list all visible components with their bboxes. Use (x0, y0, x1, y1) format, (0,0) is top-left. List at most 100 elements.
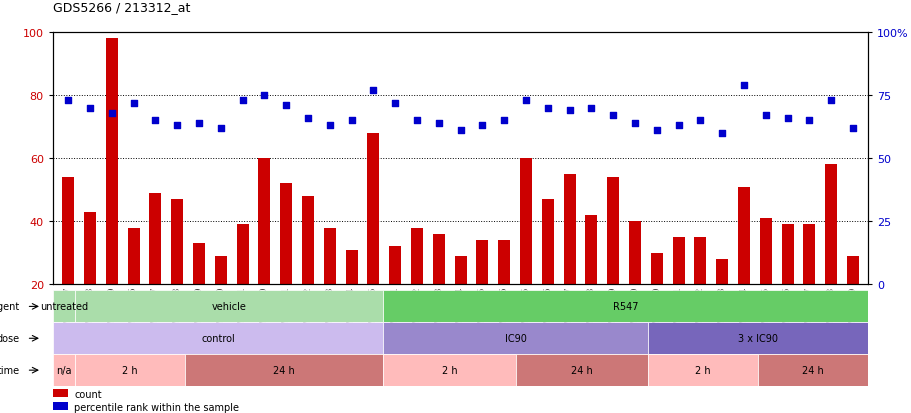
Point (169, 123, 184, 129)
Bar (671, 237, 684, 285)
Bar (53, 291, 75, 323)
Text: untreated: untreated (40, 301, 87, 312)
Bar (519, 159, 531, 285)
Point (844, 125, 859, 132)
Point (627, 120, 641, 127)
Bar (128, 228, 139, 285)
Bar (383, 323, 647, 354)
Bar (236, 225, 249, 285)
Bar (323, 228, 335, 285)
Bar (846, 256, 858, 285)
Point (780, 115, 794, 122)
Point (692, 118, 707, 124)
Point (365, 88, 380, 94)
Text: IC90: IC90 (504, 333, 526, 344)
Bar (803, 225, 814, 285)
Text: 2 h: 2 h (694, 365, 710, 375)
Bar (647, 323, 867, 354)
Bar (650, 253, 662, 285)
Bar (629, 222, 640, 285)
Point (235, 97, 250, 104)
Bar (214, 256, 227, 285)
Point (191, 120, 206, 127)
Point (257, 93, 271, 99)
Point (453, 128, 467, 135)
Bar (607, 178, 619, 285)
Bar (383, 354, 515, 386)
Point (83, 105, 97, 112)
Point (670, 123, 685, 129)
Text: 24 h: 24 h (570, 365, 592, 375)
Bar (824, 165, 836, 285)
Point (562, 108, 577, 114)
Point (431, 120, 445, 127)
Point (213, 125, 228, 132)
Text: vehicle: vehicle (211, 301, 246, 312)
Point (148, 118, 162, 124)
Point (475, 123, 489, 129)
Text: time: time (0, 365, 19, 375)
Text: percentile rank within the sample: percentile rank within the sample (74, 401, 239, 411)
Bar (149, 193, 161, 285)
Point (736, 83, 751, 89)
Bar (302, 197, 313, 285)
Bar (737, 187, 749, 285)
Point (126, 100, 140, 107)
Text: 2 h: 2 h (441, 365, 456, 375)
Bar (84, 212, 96, 285)
Bar (53, 389, 67, 397)
Text: 3 x IC90: 3 x IC90 (737, 333, 777, 344)
Bar (454, 256, 466, 285)
Point (605, 113, 619, 119)
Bar (53, 354, 75, 386)
Bar (647, 354, 757, 386)
Text: dose: dose (0, 333, 19, 344)
Point (518, 97, 533, 104)
Bar (389, 247, 401, 285)
Point (714, 131, 729, 137)
Bar (171, 199, 183, 285)
Bar (563, 175, 575, 285)
Bar (693, 237, 706, 285)
Point (540, 105, 555, 112)
Text: 24 h: 24 h (802, 365, 824, 375)
Point (279, 103, 293, 109)
Bar (759, 218, 771, 285)
Text: GDS5266 / 213312_at: GDS5266 / 213312_at (53, 2, 190, 14)
Bar (515, 354, 647, 386)
Bar (345, 250, 357, 285)
Bar (476, 240, 487, 285)
Text: R547: R547 (612, 301, 638, 312)
Bar (185, 354, 383, 386)
Bar (75, 354, 185, 386)
Bar (757, 354, 867, 386)
Bar (106, 39, 118, 285)
Text: n/a: n/a (56, 365, 72, 375)
Bar (781, 225, 793, 285)
Bar (62, 178, 74, 285)
Bar (75, 291, 383, 323)
Bar (53, 323, 383, 354)
Bar (53, 402, 67, 411)
Text: count: count (74, 389, 102, 399)
Text: agent: agent (0, 301, 19, 312)
Point (409, 118, 424, 124)
Point (823, 97, 837, 104)
Point (61, 97, 76, 104)
Point (496, 118, 511, 124)
Bar (715, 259, 727, 285)
Bar (367, 134, 379, 285)
Text: 2 h: 2 h (122, 365, 138, 375)
Bar (258, 159, 270, 285)
Point (583, 105, 598, 112)
Bar (383, 291, 867, 323)
Point (758, 113, 773, 119)
Point (322, 123, 337, 129)
Bar (193, 244, 205, 285)
Point (105, 110, 119, 117)
Point (387, 100, 402, 107)
Point (301, 115, 315, 122)
Bar (541, 199, 553, 285)
Point (343, 118, 358, 124)
Text: control: control (201, 333, 235, 344)
